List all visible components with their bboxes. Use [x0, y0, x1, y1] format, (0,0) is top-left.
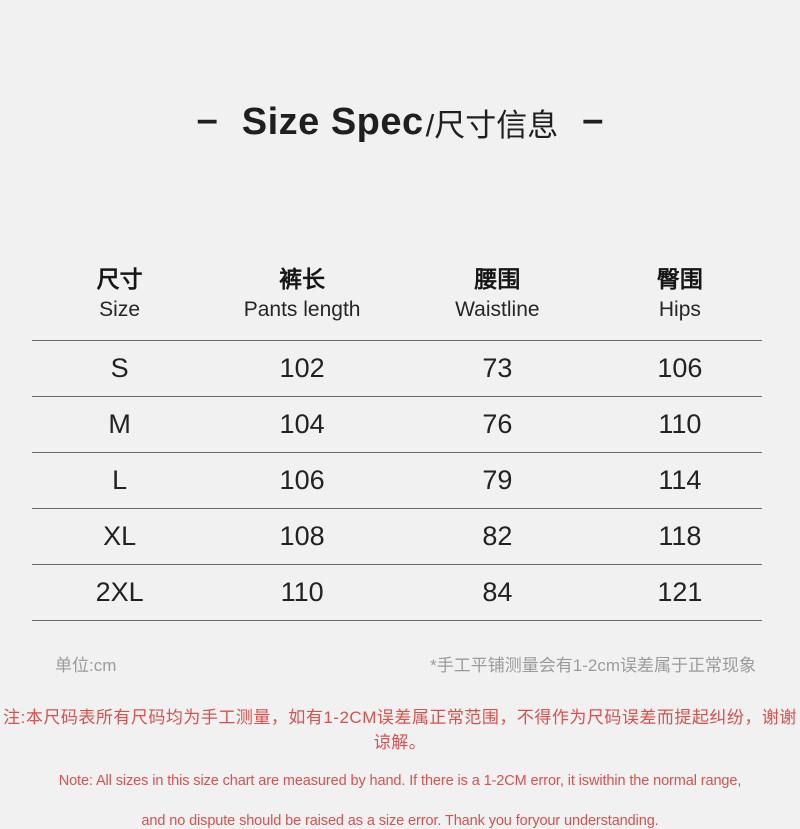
cell-pants-length: 106: [207, 452, 397, 509]
column-header-pants-length-en: Pants length: [243, 297, 361, 321]
column-header-size: 尺寸 Size: [32, 249, 208, 341]
cell-waistline: 73: [396, 340, 598, 397]
cell-size: 2XL: [32, 564, 208, 621]
column-header-size-en: Size: [99, 297, 141, 321]
cell-hips: 114: [597, 452, 762, 509]
cell-waistline: 82: [396, 508, 598, 565]
cell-waistline: 84: [396, 564, 598, 621]
column-header-size-zh: 尺寸: [96, 265, 143, 292]
table-row-m: M 104 76 110: [32, 396, 762, 453]
title-text-zh: /尺寸信息: [425, 108, 559, 143]
title-dash-right: –: [582, 98, 604, 141]
table-header-row: 尺寸 Size 裤长 Pants length 腰围 Waistline 臀围 …: [32, 249, 762, 341]
column-header-pants-length: 裤长 Pants length: [207, 249, 397, 341]
column-header-hips: 臀围 Hips: [597, 249, 762, 341]
disclaimer-en-line1: Note: All sizes in this size chart are m…: [58, 772, 742, 789]
size-table: 尺寸 Size 裤长 Pants length 腰围 Waistline 臀围 …: [32, 249, 762, 621]
column-header-hips-en: Hips: [658, 297, 701, 321]
disclaimer-zh: 注:本尺码表所有尺码均为手工测量，如有1-2CM误差属正常范围，不得作为尺码误差…: [3, 707, 797, 752]
unit-row: 单位:cm *手工平铺测量会有1-2cm误差属于正常现象: [55, 651, 756, 676]
column-header-pants-length-zh: 裤长: [279, 265, 326, 292]
page-title: – Size Spec /尺寸信息 –: [0, 0, 800, 145]
column-header-waistline: 腰围 Waistline: [396, 249, 598, 341]
cell-size: XL: [32, 508, 208, 565]
cell-pants-length: 104: [207, 396, 397, 453]
cell-hips: 118: [597, 508, 762, 565]
column-header-waistline-en: Waistline: [455, 297, 540, 321]
title-text-en: Size Spec: [241, 101, 424, 143]
measurement-tolerance-note: *手工平铺测量会有1-2cm误差属于正常现象: [430, 655, 756, 675]
cell-pants-length: 110: [207, 564, 397, 621]
table-row-s: S 102 73 106: [32, 340, 762, 397]
cell-size: M: [32, 396, 208, 453]
column-header-waistline-zh: 腰围: [474, 265, 521, 292]
table-row-l: L 106 79 114: [32, 452, 762, 509]
cell-hips: 110: [597, 396, 762, 453]
table-row-xl: XL 108 82 118: [32, 508, 762, 565]
table-row-2xl: 2XL 110 84 121: [32, 564, 762, 621]
cell-size: L: [32, 452, 208, 509]
column-header-hips-zh: 臀围: [656, 265, 703, 292]
title-dash-left: –: [196, 98, 218, 141]
cell-hips: 121: [597, 564, 762, 621]
cell-waistline: 76: [396, 396, 598, 453]
disclaimer-en-line2: and no dispute should be raised as a siz…: [141, 812, 659, 829]
cell-pants-length: 102: [207, 340, 397, 397]
cell-pants-length: 108: [207, 508, 397, 565]
title-text: Size Spec /尺寸信息: [242, 100, 559, 145]
unit-label: 单位:cm: [55, 655, 117, 675]
cell-size: S: [32, 340, 208, 397]
cell-waistline: 79: [396, 452, 598, 509]
cell-hips: 106: [597, 340, 762, 397]
